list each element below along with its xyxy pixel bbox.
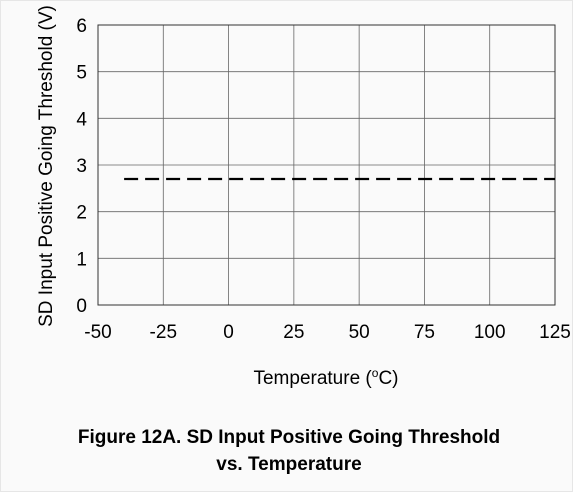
x-tick-label: 100 (474, 322, 506, 343)
x-tick-label: -25 (150, 322, 177, 343)
x-tick-label: 50 (349, 322, 370, 343)
y-tick-label: 6 (76, 16, 87, 37)
x-tick-label: -50 (84, 322, 111, 343)
x-tick-labels: -50 -25 0 25 50 75 100 125 (84, 322, 571, 343)
y-tick-label: 1 (76, 249, 87, 270)
x-axis-title-start: Temperature ( (253, 368, 372, 389)
grid (97, 24, 556, 306)
x-axis-title: Temperature (oC) (253, 366, 398, 389)
figure-caption-line-2: vs. Temperature (216, 454, 361, 475)
y-tick-label: 0 (76, 296, 87, 317)
x-axis-title-degree: o (372, 366, 379, 380)
y-tick-label: 3 (76, 156, 87, 177)
plot-area (97, 24, 556, 306)
x-tick-label: 125 (539, 322, 571, 343)
x-tick-label: 75 (414, 322, 435, 343)
x-axis-title-end: C) (378, 368, 398, 389)
x-tick-label: 25 (283, 322, 304, 343)
y-tick-label: 2 (76, 203, 87, 224)
y-axis-title: SD Input Positive Going Threshold (V) (36, 5, 57, 327)
y-tick-labels: 0 1 2 3 4 5 6 (76, 16, 87, 317)
figure-caption-line-1: Figure 12A. SD Input Positive Going Thre… (78, 427, 500, 448)
y-tick-label: 4 (76, 109, 87, 130)
x-tick-label: 0 (223, 322, 234, 343)
y-tick-label: 5 (76, 63, 87, 84)
